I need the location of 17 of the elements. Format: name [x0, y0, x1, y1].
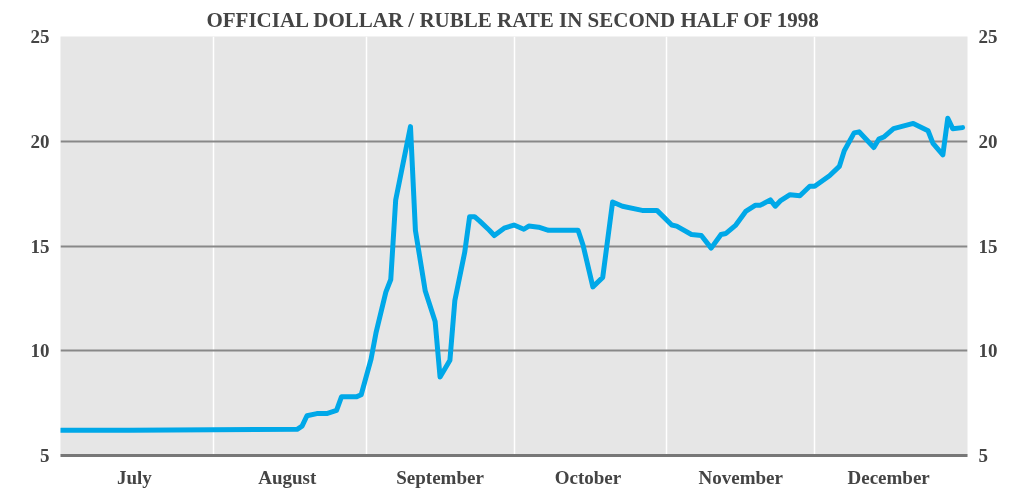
chart-title: OFFICIAL DOLLAR / RUBLE RATE IN SECOND HALF OF 1998: [206, 7, 819, 32]
x-tick-label: August: [258, 466, 317, 488]
x-tick-label: October: [554, 466, 622, 488]
y-tick-label: 25: [30, 26, 50, 47]
y2-tick-label: 5: [978, 445, 988, 466]
x-tick-label: September: [396, 466, 485, 488]
x-tick-label: July: [117, 466, 153, 488]
y2-tick-label: 25: [978, 26, 998, 47]
y2-tick-label: 20: [978, 130, 998, 152]
y2-tick-label: 15: [978, 235, 998, 257]
y-tick-label: 10: [30, 340, 50, 362]
y2-tick-label: 10: [978, 340, 998, 362]
y-tick-label: 15: [30, 235, 50, 257]
x-tick-label: November: [698, 466, 784, 488]
y-tick-label: 20: [30, 130, 50, 152]
x-tick-label: December: [847, 466, 931, 488]
y-tick-label: 5: [40, 445, 50, 466]
